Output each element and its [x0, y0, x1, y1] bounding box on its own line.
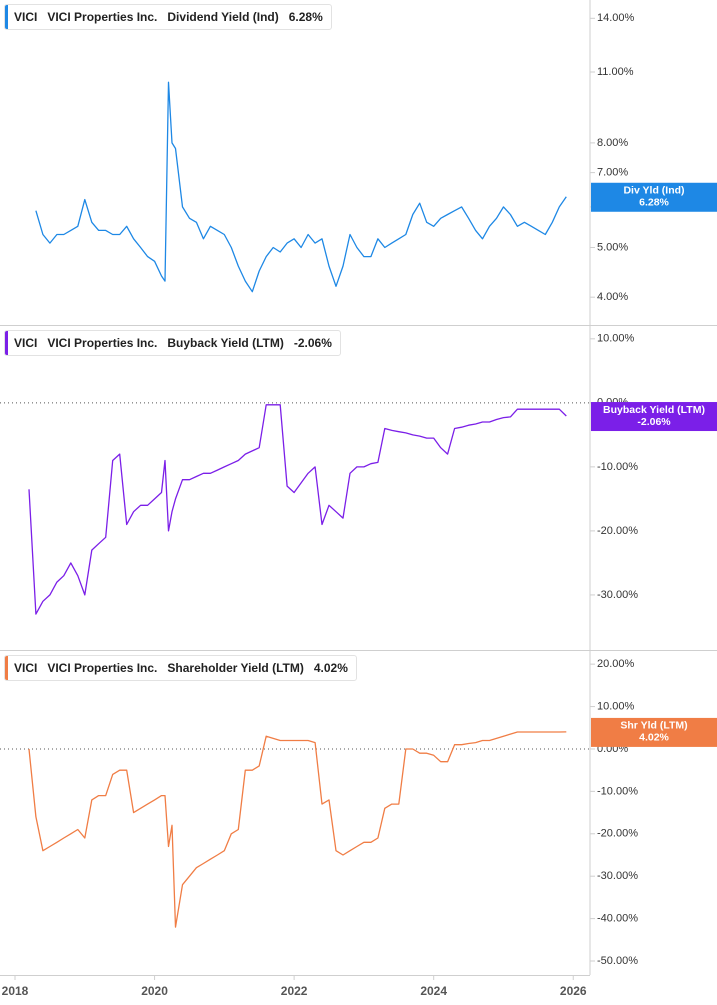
series-name: Shareholder Yield (LTM): [167, 661, 304, 675]
tag-value: -2.06%: [637, 416, 671, 428]
ticker: VICI: [14, 336, 38, 350]
header-color-bar: [5, 331, 8, 355]
y-tick-label: -20.00%: [597, 828, 638, 840]
last-value-tag: [591, 402, 717, 432]
y-tick-label: -40.00%: [597, 913, 638, 925]
header-color-bar: [5, 656, 8, 680]
tag-name: Div Yld (Ind): [623, 185, 684, 197]
y-tick-label: -10.00%: [597, 461, 638, 473]
series-line: [28, 404, 567, 615]
company-name: VICI Properties Inc.: [47, 661, 158, 675]
y-tick-label: 7.00%: [597, 167, 628, 179]
series-name: Dividend Yield (Ind): [167, 10, 279, 24]
y-tick-label: 11.00%: [597, 66, 634, 78]
y-tick-label: 20.00%: [597, 658, 635, 670]
series-line: [28, 731, 567, 928]
y-tick-label: -20.00%: [597, 525, 638, 537]
y-tick-label: 8.00%: [597, 137, 628, 149]
y-tick-label: -10.00%: [597, 785, 638, 797]
x-tick-label: 2022: [281, 984, 308, 998]
last-value-tag: [591, 717, 717, 747]
series-value: 6.28%: [288, 10, 323, 24]
last-value-tag: [591, 182, 717, 212]
series-header: VICI VICI Properties Inc. Dividend Yield (…: [4, 4, 332, 30]
header-color-bar: [5, 5, 8, 29]
company-name: VICI Properties Inc.: [47, 10, 158, 24]
x-tick-label: 2020: [141, 984, 168, 998]
x-tick-label: 2018: [2, 984, 29, 998]
tag-value: 4.02%: [639, 732, 669, 744]
x-tick-label: 2026: [560, 984, 587, 998]
series-header: VICI VICI Properties Inc. Shareholder Yiel…: [4, 655, 357, 681]
company-name: VICI Properties Inc.: [47, 336, 158, 350]
ticker: VICI: [14, 661, 38, 675]
y-tick-label: -30.00%: [597, 589, 638, 601]
y-tick-label: 5.00%: [597, 241, 628, 253]
y-tick-label: 4.00%: [597, 291, 628, 303]
series-value: 4.02%: [313, 661, 348, 675]
y-tick-label: 10.00%: [597, 333, 635, 345]
series-name: Buyback Yield (LTM): [167, 336, 284, 350]
y-tick-label: -50.00%: [597, 955, 638, 967]
y-tick-label: -30.00%: [597, 870, 638, 882]
series-value: -2.06%: [293, 336, 332, 350]
y-tick-label: 10.00%: [597, 700, 635, 712]
y-tick-label: 14.00%: [597, 12, 635, 24]
tag-name: Shr Yld (LTM): [620, 720, 687, 732]
tag-name: Buyback Yield (LTM): [603, 404, 705, 416]
series-line: [35, 81, 567, 293]
tag-value: 6.28%: [639, 197, 669, 209]
ticker: VICI: [14, 10, 38, 24]
x-tick-label: 2024: [420, 984, 447, 998]
series-header: VICI VICI Properties Inc. Buyback Yield (L…: [4, 330, 341, 356]
